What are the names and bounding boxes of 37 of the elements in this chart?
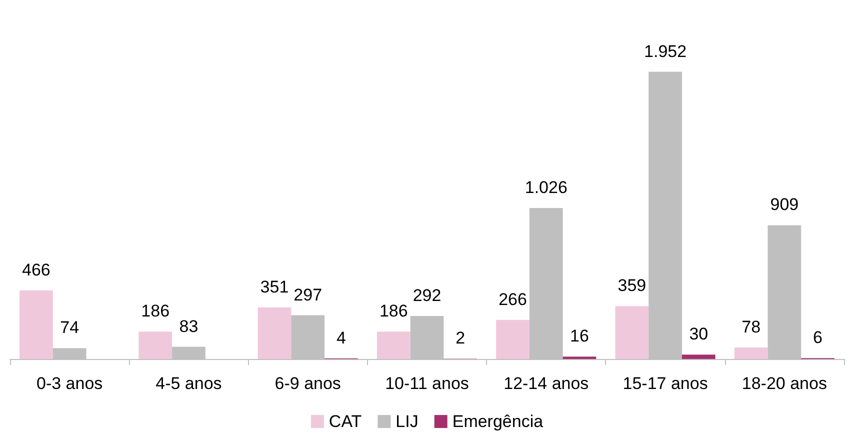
bar xyxy=(615,306,649,359)
bar xyxy=(258,307,292,359)
x-tick-label: 10-11 anos xyxy=(385,374,469,393)
data-label: 78 xyxy=(742,318,761,337)
data-label: 266 xyxy=(498,290,527,309)
x-tick-label: 6-9 anos xyxy=(274,374,341,393)
data-label: 1.952 xyxy=(644,42,687,61)
data-label: 351 xyxy=(260,277,289,296)
bar xyxy=(138,332,172,359)
x-tick-label: 12-14 anos xyxy=(504,374,589,393)
bar xyxy=(734,348,768,359)
x-tick-label: 15-17 anos xyxy=(622,374,708,393)
data-label: 16 xyxy=(570,326,589,346)
data-label: 83 xyxy=(179,316,198,336)
x-tick-label: 4-5 anos xyxy=(156,374,222,393)
data-label: 359 xyxy=(618,276,646,296)
bar xyxy=(682,354,716,359)
x-tick-label: 0-3 anos xyxy=(36,374,103,393)
data-label: 1.026 xyxy=(524,178,568,198)
data-label: 909 xyxy=(770,195,799,214)
legend-label: LIJ xyxy=(396,412,418,431)
legend-label: Emergência xyxy=(452,412,544,431)
data-label: 292 xyxy=(412,286,442,306)
data-label: 297 xyxy=(294,285,322,304)
data-label: 30 xyxy=(689,324,708,344)
bar xyxy=(20,290,53,359)
bar xyxy=(376,332,410,359)
data-label: 186 xyxy=(379,302,408,321)
data-label: 466 xyxy=(22,260,50,280)
data-label: 6 xyxy=(813,328,823,348)
data-label: 186 xyxy=(141,302,170,321)
data-label: 2 xyxy=(456,328,466,348)
data-label: 74 xyxy=(60,318,80,338)
data-label: 4 xyxy=(336,328,346,348)
x-tick-label: 18-20 anos xyxy=(742,374,827,393)
legend-label: CAT xyxy=(328,412,362,431)
bar xyxy=(496,320,530,359)
